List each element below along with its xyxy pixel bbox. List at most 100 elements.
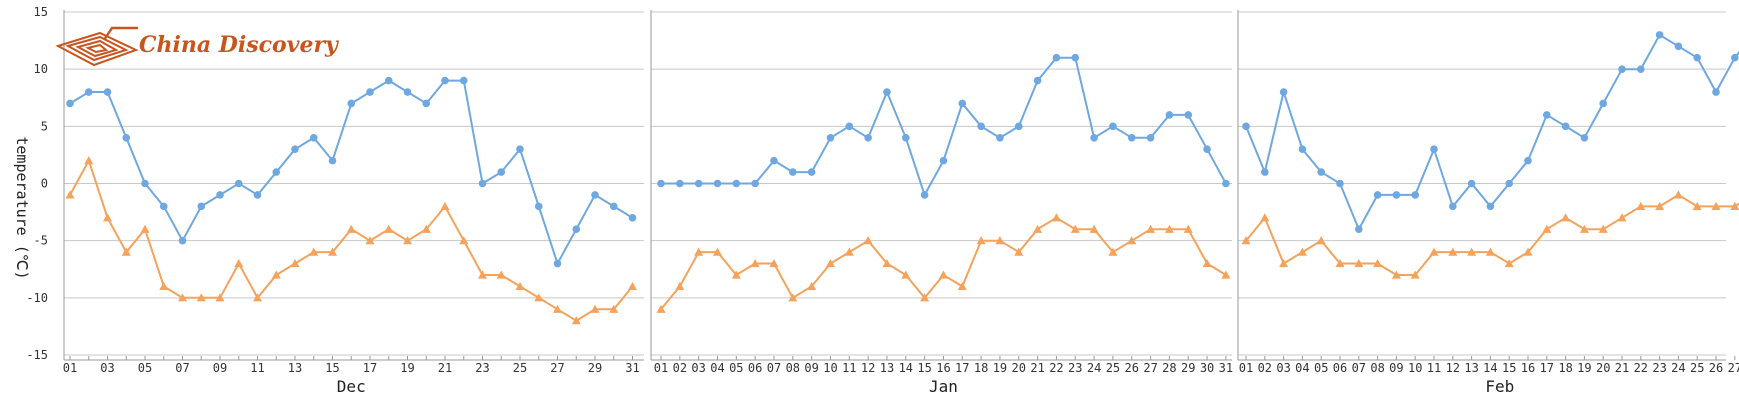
point-high bbox=[1222, 179, 1230, 188]
x-tick-label: 24 bbox=[1087, 361, 1101, 375]
point-low bbox=[515, 281, 525, 290]
x-tick-label: 19 bbox=[1577, 361, 1591, 375]
point-low bbox=[65, 190, 75, 199]
point-high bbox=[1693, 53, 1701, 62]
point-high bbox=[845, 122, 854, 131]
point-low bbox=[1579, 224, 1589, 233]
x-tick-label: 31 bbox=[625, 361, 639, 375]
point-low bbox=[1504, 259, 1514, 268]
x-tick-label: 15 bbox=[1502, 361, 1516, 375]
point-low bbox=[1070, 224, 1080, 233]
point-high bbox=[694, 179, 703, 188]
point-high bbox=[676, 179, 684, 188]
point-low bbox=[84, 156, 94, 165]
point-high bbox=[328, 156, 337, 165]
point-low bbox=[1429, 247, 1439, 256]
point-low bbox=[656, 304, 666, 313]
point-low bbox=[882, 259, 892, 268]
point-high bbox=[122, 133, 131, 142]
point-high bbox=[1486, 202, 1495, 211]
point-low bbox=[1202, 259, 1212, 268]
point-high bbox=[591, 191, 599, 199]
x-tick-label: 04 bbox=[1295, 361, 1309, 375]
point-low bbox=[938, 270, 948, 279]
point-high bbox=[497, 168, 506, 176]
point-high bbox=[66, 99, 74, 108]
point-low bbox=[365, 236, 375, 245]
point-low bbox=[1448, 247, 1458, 256]
point-low bbox=[1655, 201, 1665, 210]
x-tick-label: 02 bbox=[673, 361, 687, 375]
panel-feb: 01 02 03 04 05 06 07 08 09 10 11 12 13 14 15 16 17 18 19 20… bbox=[1237, 10, 1739, 396]
x-tick-label: 25 bbox=[513, 361, 527, 375]
point-high bbox=[628, 214, 637, 222]
x-tick-label: 10 bbox=[823, 361, 837, 375]
point-low bbox=[1410, 270, 1420, 279]
x-tick-label: 09 bbox=[804, 361, 818, 375]
logo-text: China Discovery bbox=[139, 32, 340, 58]
x-tick-label: 01 bbox=[63, 361, 77, 375]
x-tick-label: 17 bbox=[363, 361, 377, 375]
series-line-low bbox=[1245, 193, 1739, 276]
x-tick-label: 08 bbox=[1370, 361, 1384, 375]
x-tick-label: 26 bbox=[1709, 361, 1723, 375]
point-low bbox=[628, 281, 637, 290]
y-tick-label: 0 bbox=[41, 177, 48, 191]
point-high bbox=[1505, 179, 1513, 188]
point-high bbox=[1599, 99, 1607, 108]
x-tick-label: 23 bbox=[1068, 361, 1082, 375]
x-tick-label: 27 bbox=[1728, 361, 1739, 375]
x-tick-label: 06 bbox=[1333, 361, 1347, 375]
point-low bbox=[309, 247, 319, 256]
point-low bbox=[196, 293, 206, 302]
point-low bbox=[384, 224, 394, 233]
point-low bbox=[553, 304, 562, 313]
china-discovery-logo: China Discovery bbox=[55, 26, 340, 67]
x-tick-label: 09 bbox=[1389, 361, 1403, 375]
point-high bbox=[1712, 88, 1720, 96]
x-tick-label: 17 bbox=[955, 361, 969, 375]
point-high bbox=[1543, 111, 1551, 119]
x-tick-label: 05 bbox=[138, 361, 152, 375]
point-high bbox=[1561, 122, 1570, 131]
x-tick-label: 22 bbox=[1049, 361, 1063, 375]
point-high bbox=[1033, 76, 1042, 85]
point-low bbox=[1636, 201, 1646, 210]
point-high bbox=[826, 133, 835, 142]
point-low bbox=[957, 281, 967, 290]
point-high bbox=[178, 236, 187, 245]
x-tick-label: 21 bbox=[438, 361, 452, 375]
series-line-low bbox=[660, 216, 1227, 310]
point-low bbox=[976, 236, 986, 245]
point-high bbox=[272, 168, 281, 176]
x-tick-label: 23 bbox=[475, 361, 489, 375]
point-low bbox=[590, 304, 600, 313]
point-low bbox=[1561, 213, 1571, 222]
point-low bbox=[1711, 201, 1721, 210]
point-low bbox=[140, 224, 150, 233]
point-high bbox=[1071, 53, 1080, 62]
point-low bbox=[459, 236, 469, 245]
y-tick-label: 10 bbox=[34, 62, 48, 76]
point-low bbox=[121, 247, 131, 256]
point-low bbox=[496, 270, 506, 279]
point-low bbox=[825, 259, 835, 268]
x-tick-label: 29 bbox=[1181, 361, 1195, 375]
point-high bbox=[103, 88, 112, 96]
point-low bbox=[1354, 259, 1364, 268]
point-high bbox=[1165, 111, 1174, 119]
point-low bbox=[1730, 201, 1739, 210]
x-tick-label: 19 bbox=[400, 361, 414, 375]
x-tick-label: 20 bbox=[1012, 361, 1026, 375]
point-high bbox=[1355, 225, 1363, 234]
x-tick-label: 04 bbox=[710, 361, 724, 375]
point-high bbox=[534, 202, 543, 211]
point-low bbox=[1014, 247, 1024, 256]
point-low bbox=[1221, 270, 1231, 279]
point-high bbox=[422, 99, 431, 108]
y-tick-label: -5 bbox=[34, 234, 48, 248]
point-high bbox=[572, 225, 581, 234]
x-tick-label: 08 bbox=[786, 361, 800, 375]
x-tick-label: 11 bbox=[1427, 361, 1441, 375]
point-high bbox=[347, 99, 356, 108]
